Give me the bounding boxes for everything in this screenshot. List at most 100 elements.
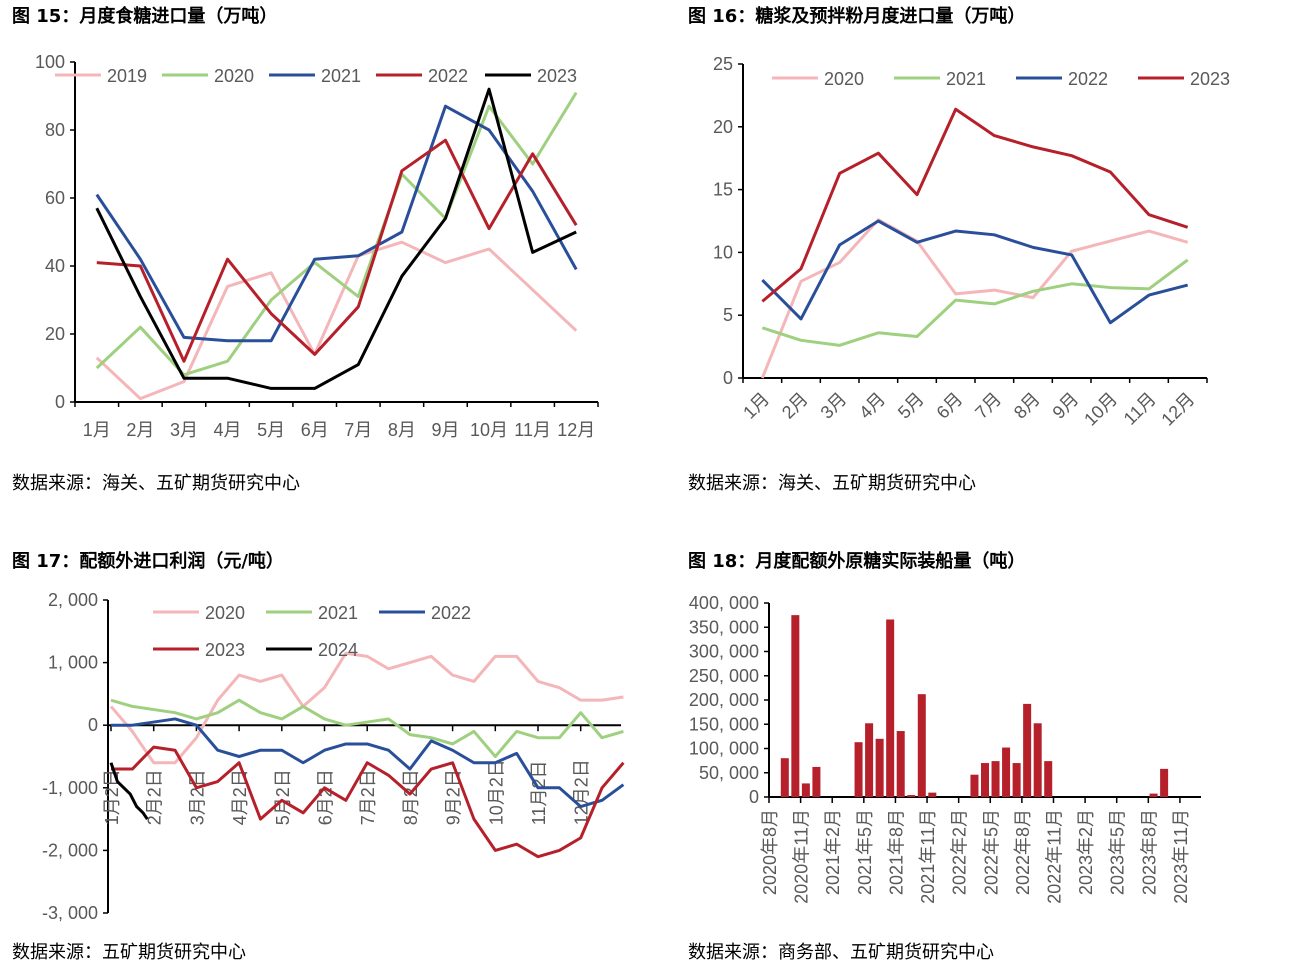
fig18-bar-2023-08: [1149, 793, 1158, 797]
fig15-title: 图 15：月度食糖进口量（万吨）: [12, 6, 278, 27]
fig17-y-tick-label: -1, 000: [42, 778, 98, 798]
fig18-bar-2021-11: [928, 792, 937, 797]
fig18-bar-2022-10: [1044, 761, 1053, 797]
fig15-series-2021: [95, 104, 578, 343]
fig17-legend-label: 2024: [318, 640, 358, 660]
fig18-bar-2021-04: [854, 742, 863, 797]
fig16-x-tick-label: 5月: [894, 389, 928, 423]
fig15-legend-label: 2020: [214, 66, 254, 86]
fig16-series-2023: [761, 107, 1189, 303]
fig17-source: 数据来源：五矿期货研究中心: [12, 942, 246, 963]
fig17-x-tick-label: 8月2日: [401, 769, 421, 825]
fig15-series-2022: [96, 138, 578, 363]
fig17-x-tick-label: 12月2日: [572, 759, 592, 825]
fig18-x-tick-label: 2022年11月: [1044, 809, 1064, 904]
fig15-y-tick-label: 80: [45, 120, 65, 140]
fig18-x-tick-label: 2023年8月: [1139, 809, 1159, 895]
fig18-bar-2022-04: [980, 763, 990, 797]
fig15-x-tick-label: 2月: [126, 420, 154, 440]
fig18-bar-2021-10: [917, 694, 926, 797]
fig15-x-tick-label: 4月: [214, 420, 242, 440]
fig15-y-tick-label: 20: [45, 324, 65, 344]
fig18-y-tick-label: 300, 000: [689, 642, 759, 662]
fig16-source: 数据来源：海关、五矿期货研究中心: [688, 473, 976, 494]
fig17-x-tick-label: 6月2日: [316, 769, 336, 825]
fig18-bar-2022-09: [1033, 723, 1042, 797]
fig15-x-tick-label: 7月: [344, 420, 372, 440]
fig15-legend-label: 2022: [428, 66, 468, 86]
fig17-x-tick-label: 4月2日: [230, 769, 250, 825]
fig16-y-tick-label: 10: [713, 242, 733, 262]
fig18-x-tick-label: 2020年11月: [792, 809, 812, 904]
fig15-x-tick-label: 3月: [170, 420, 198, 440]
fig15-legend-label: 2023: [537, 66, 577, 86]
fig15-x-tick-label: 11月: [514, 420, 551, 440]
fig17-series-2020: [109, 651, 624, 765]
fig16-x-tick-label: 8月: [1010, 389, 1044, 423]
fig16-y-tick-label: 5: [723, 305, 733, 325]
fig16-y-tick-label: 20: [713, 117, 733, 137]
fig17-x-tick-label: 5月2日: [273, 769, 293, 825]
fig18-y-tick-label: 400, 000: [689, 593, 759, 613]
fig18-y-tick-label: 250, 000: [689, 666, 759, 686]
fig18-bar-2020-12: [812, 766, 821, 797]
fig15-source: 数据来源：海关、五矿期货研究中心: [12, 473, 300, 494]
fig16-x-tick-label: 6月: [933, 389, 967, 423]
fig18-y-tick-label: 350, 000: [689, 617, 759, 637]
fig16-x-tick-label: 7月: [971, 389, 1005, 423]
fig16-x-tick-label: 1月: [739, 389, 773, 423]
fig16-y-tick-label: 0: [723, 368, 733, 388]
fig16-series-2020: [760, 218, 1189, 379]
fig18-x-tick-label: 2021年11月: [918, 809, 938, 904]
fig15-x-tick-label: 8月: [388, 420, 416, 440]
fig17-series-2023: [111, 745, 625, 859]
fig18-bar-2022-03: [970, 774, 979, 797]
fig18-bar-2021-07: [886, 619, 895, 797]
fig18-bar-2021-05: [865, 723, 874, 797]
fig18-bar-2022-06: [1002, 747, 1011, 797]
fig16-x-tick-label: 10月: [1080, 389, 1121, 430]
fig18-bar-2022-08: [1023, 703, 1032, 797]
fig15-legend-label: 2021: [321, 66, 361, 86]
fig16-title: 图 16：糖浆及预拌粉月度进口量（万吨）: [688, 6, 1026, 27]
fig18-bar-2020-10: [791, 615, 800, 797]
fig17-y-tick-label: -3, 000: [42, 903, 98, 923]
fig18-y-tick-label: 100, 000: [689, 739, 759, 759]
fig17-y-tick-label: -2, 000: [42, 840, 98, 860]
fig18-bar-2021-06: [875, 738, 884, 797]
fig18-x-tick-label: 2022年8月: [1013, 809, 1033, 895]
fig16-y-tick-label: 15: [713, 180, 733, 200]
fig17-y-tick-label: 1, 000: [48, 653, 98, 673]
fig18-x-tick-label: 2022年5月: [981, 809, 1001, 895]
fig15-x-tick-label: 9月: [431, 420, 459, 440]
fig18-x-tick-label: 2022年2月: [950, 809, 970, 895]
fig15-x-tick-label: 5月: [257, 420, 285, 440]
fig16-x-tick-label: 11月: [1120, 389, 1160, 429]
fig15-y-tick-label: 100: [35, 52, 65, 72]
fig15-y-tick-label: 40: [45, 256, 65, 276]
fig16-legend-label: 2020: [824, 69, 864, 89]
fig16-legend-label: 2022: [1068, 69, 1108, 89]
fig16-x-tick-label: 4月: [855, 389, 889, 423]
fig17-x-tick-label: 11月2日: [529, 760, 549, 825]
fig16-x-tick-label: 12月: [1157, 389, 1198, 430]
fig16-legend-label: 2023: [1190, 69, 1230, 89]
fig17-x-tick-label: 1月2日: [102, 769, 122, 825]
fig17-x-tick-label: 10月2日: [486, 759, 506, 825]
fig16-x-tick-label: 9月: [1049, 389, 1083, 423]
fig17-x-tick-label: 9月2日: [444, 769, 464, 825]
fig17-x-tick-label: 7月2日: [358, 769, 378, 825]
fig18-bar-2023-09: [1160, 768, 1169, 797]
fig17-series-2024: [109, 762, 149, 820]
fig18-source: 数据来源：商务部、五矿期货研究中心: [688, 942, 994, 963]
fig18-y-tick-label: 150, 000: [689, 714, 759, 734]
fig15-series-2019: [95, 240, 578, 401]
fig18-x-tick-label: 2020年8月: [760, 809, 780, 895]
fig17-series-2021: [110, 698, 624, 758]
fig16-x-tick-label: 2月: [778, 389, 812, 423]
fig18-x-tick-label: 2023年2月: [1076, 809, 1096, 895]
fig18-bar-2020-11: [801, 783, 810, 797]
fig18-bar-2021-09: [907, 795, 916, 797]
fig15-x-tick-label: 12月: [557, 420, 595, 440]
